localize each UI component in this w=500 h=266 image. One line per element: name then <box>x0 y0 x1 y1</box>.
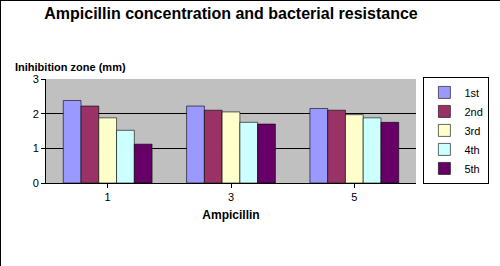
svg-text:5th: 5th <box>464 163 479 175</box>
svg-text:0: 0 <box>33 177 39 189</box>
svg-text:Inihibition zone (mm): Inihibition zone (mm) <box>15 61 126 73</box>
svg-text:2nd: 2nd <box>464 106 482 118</box>
svg-text:2: 2 <box>33 108 39 120</box>
svg-text:Ampicillin concentration and b: Ampicillin concentration and bacterial r… <box>44 5 418 22</box>
svg-text:1: 1 <box>33 142 39 154</box>
svg-text:1st: 1st <box>464 87 479 99</box>
svg-text:Ampicillin: Ampicillin <box>202 208 259 222</box>
svg-text:4th: 4th <box>464 144 479 156</box>
svg-text:3rd: 3rd <box>464 125 480 137</box>
svg-text:5: 5 <box>351 191 357 203</box>
svg-text:1: 1 <box>105 191 111 203</box>
svg-text:3: 3 <box>228 191 234 203</box>
svg-text:3: 3 <box>33 73 39 85</box>
